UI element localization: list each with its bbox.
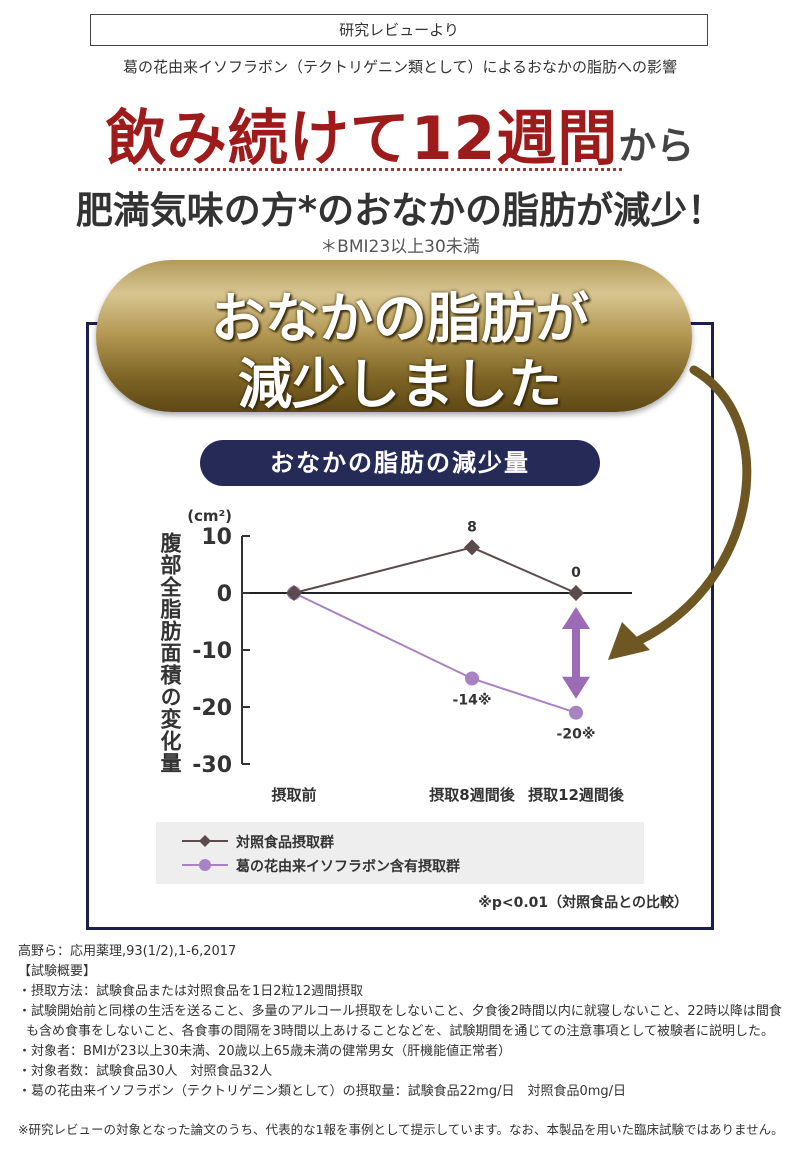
- data-point-control: [286, 585, 302, 601]
- y-axis-label: 腹部全脂肪面積の変化量: [158, 532, 182, 774]
- y-tick-label: 10: [201, 525, 232, 550]
- y-axis-unit: (cm²): [187, 507, 232, 525]
- difference-arrow-up-icon: [562, 607, 590, 629]
- series-line-treatment: [293, 592, 577, 714]
- chart-marks: -14※ -20※ 8 0: [286, 519, 596, 743]
- x-category-label: 摂取12週間後: [528, 786, 625, 804]
- circle-marker-icon: [182, 859, 228, 871]
- curved-arrow-icon: [635, 365, 752, 645]
- subheadline: 肥満気味の方*のおなかの脂肪が減少！: [75, 189, 725, 232]
- data-point-treatment: [465, 671, 479, 686]
- significance-note: ※p<0.01（対照食品との比較）: [478, 895, 688, 911]
- x-category-label: 摂取8週間後: [429, 786, 515, 804]
- summary-item-5: ・葛の花由来イソフラボン（テクトリゲニン類として）の摂取量：試験食品22mg/日…: [18, 1084, 627, 1099]
- data-label: 8: [467, 519, 477, 535]
- data-point-treatment: [569, 705, 583, 720]
- chart-heading: おなかの脂肪の減少量: [200, 440, 600, 486]
- data-point-control: [568, 585, 584, 601]
- diamond-marker-icon: [182, 835, 228, 847]
- data-label: 0: [571, 565, 581, 581]
- curved-arrow-head-icon: [608, 622, 650, 660]
- review-label: 研究レビューより: [90, 14, 708, 46]
- gold-banner: [96, 260, 692, 412]
- x-category-label: 摂取前: [271, 786, 316, 804]
- banner-line-1: おなかの脂肪が: [211, 286, 589, 350]
- data-label: -14※: [453, 693, 492, 709]
- difference-arrow-down-icon: [562, 676, 590, 699]
- legend-label-control: 対照食品摂取群: [236, 835, 334, 851]
- bmi-note: ＊BMI23以上30未満: [320, 237, 480, 257]
- headline: 飲み続けて12週間から: [0, 90, 800, 177]
- chart-axes: (cm²)10 0 -10 -20 -30 摂取前 摂取8週間後 摂取12週間後: [187, 507, 632, 804]
- data-point-control: [464, 539, 480, 556]
- summary-item-1: ・摂取方法：試験食品または対照食品を1日2粒12週間摂取: [18, 984, 364, 999]
- citation: 高野ら：応用薬理,93(1/2),1-6,2017: [18, 944, 237, 959]
- summary-item-3: ・対象者：BMIが23以上30未満、20歳以上65歳未満の健常男女（肝機能値正常…: [18, 1044, 512, 1059]
- disclaimer: ※研究レビューの対象となった論文のうち、代表的な1報を事例として提示しています。…: [18, 1122, 784, 1137]
- series-line-control: [293, 546, 577, 594]
- y-tick-label: 0: [217, 582, 232, 607]
- y-tick-label: -10: [192, 639, 232, 664]
- legend: 対照食品摂取群 葛の花由来イソフラボン含有摂取群: [156, 822, 644, 884]
- data-label: -20※: [557, 727, 596, 743]
- headline-dotted-underline: [138, 168, 622, 171]
- legend-label-treatment: 葛の花由来イソフラボン含有摂取群: [236, 859, 460, 875]
- y-tick-label: -20: [192, 696, 232, 721]
- footer: 高野ら：応用薬理,93(1/2),1-6,2017 【試験概要】 ・摂取方法：試…: [18, 942, 788, 1140]
- summary-item-2: ・試験開始前と同様の生活を送ること、多量のアルコール摂取をしないこと、夕食後2時…: [18, 1004, 782, 1039]
- summary-item-4: ・対象者数：試験食品30人 対照食品32人: [18, 1064, 273, 1079]
- headline-main: 飲み続けて12週間: [105, 104, 619, 174]
- summary-heading: 【試験概要】: [18, 964, 97, 979]
- headline-suffix: から: [618, 124, 695, 168]
- banner-line-2: 減少しました: [238, 352, 562, 416]
- study-title: 葛の花由来イソフラボン（テクトリゲニン類として）によるおなかの脂肪への影響: [122, 58, 678, 76]
- y-tick-label: -30: [192, 753, 232, 778]
